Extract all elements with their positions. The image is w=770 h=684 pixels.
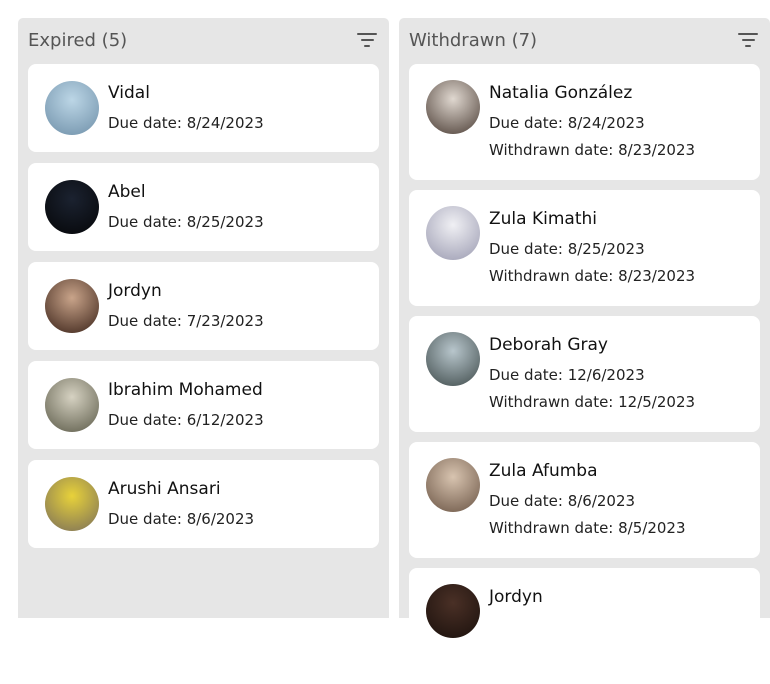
column-title: Expired (5) [28, 30, 128, 51]
candidate-card[interactable]: Jordyn Due date: 7/23/2023 [28, 262, 379, 350]
avatar [426, 332, 480, 386]
candidate-card[interactable]: Deborah Gray Due date: 12/6/2023 Withdra… [409, 316, 760, 432]
filter-icon[interactable] [738, 33, 758, 49]
candidate-card[interactable]: Zula Kimathi Due date: 8/25/2023 Withdra… [409, 190, 760, 306]
candidate-name: Deborah Gray [489, 335, 608, 355]
candidate-name: Arushi Ansari [108, 479, 221, 499]
avatar [426, 584, 480, 638]
withdrawn-date: Withdrawn date: 8/23/2023 [489, 141, 696, 159]
column-expired: Expired (5) Vidal Due date: 8/24/2023 Ab… [18, 18, 389, 618]
candidate-card[interactable]: Zula Afumba Due date: 8/6/2023 Withdrawn… [409, 442, 760, 558]
due-date: Due date: 8/6/2023 [108, 510, 255, 528]
candidate-name: Natalia González [489, 83, 633, 103]
due-date: Due date: 8/24/2023 [108, 114, 264, 132]
avatar [45, 378, 99, 432]
candidate-name: Jordyn [489, 587, 543, 607]
due-date: Due date: 8/6/2023 [489, 492, 636, 510]
candidate-name: Vidal [108, 83, 150, 103]
candidate-name: Abel [108, 182, 146, 202]
candidate-card[interactable]: Arushi Ansari Due date: 8/6/2023 [28, 460, 379, 548]
candidate-card[interactable]: Abel Due date: 8/25/2023 [28, 163, 379, 251]
avatar [45, 279, 99, 333]
candidate-name: Zula Afumba [489, 461, 598, 481]
avatar [426, 206, 480, 260]
due-date: Due date: 8/25/2023 [108, 213, 264, 231]
due-date: Due date: 6/12/2023 [108, 411, 264, 429]
column-title: Withdrawn (7) [409, 30, 538, 51]
candidate-name: Jordyn [108, 281, 162, 301]
column-withdrawn: Withdrawn (7) Natalia González Due date:… [399, 18, 770, 684]
due-date: Due date: 8/24/2023 [489, 114, 645, 132]
candidate-card[interactable]: Natalia González Due date: 8/24/2023 Wit… [409, 64, 760, 180]
avatar [45, 477, 99, 531]
candidate-name: Zula Kimathi [489, 209, 597, 229]
candidate-card[interactable]: Ibrahim Mohamed Due date: 6/12/2023 [28, 361, 379, 449]
avatar [45, 180, 99, 234]
filter-icon[interactable] [357, 33, 377, 49]
due-date: Due date: 7/23/2023 [108, 312, 264, 330]
withdrawn-date: Withdrawn date: 8/5/2023 [489, 519, 686, 537]
due-date: Due date: 12/6/2023 [489, 366, 645, 384]
avatar [45, 81, 99, 135]
candidate-name: Ibrahim Mohamed [108, 380, 263, 400]
withdrawn-date: Withdrawn date: 12/5/2023 [489, 393, 696, 411]
candidate-card[interactable]: Vidal Due date: 8/24/2023 [28, 64, 379, 152]
withdrawn-date: Withdrawn date: 8/23/2023 [489, 267, 696, 285]
avatar [426, 80, 480, 134]
due-date: Due date: 8/25/2023 [489, 240, 645, 258]
avatar [426, 458, 480, 512]
candidate-card[interactable]: Jordyn [409, 568, 760, 684]
